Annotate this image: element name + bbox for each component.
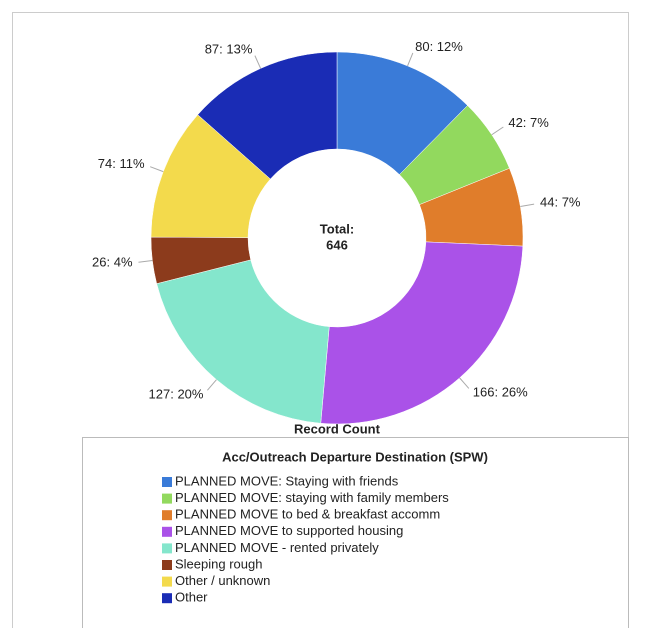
leader-line <box>407 52 414 67</box>
value-axis-label: Record Count <box>294 421 381 436</box>
leader-line <box>491 126 504 136</box>
legend-entry: PLANNED MOVE to supported housing <box>175 523 403 538</box>
center-label: Total: <box>320 221 354 236</box>
slice <box>156 259 330 424</box>
legend-entry: PLANNED MOVE - rented privately <box>175 540 379 555</box>
legend-swatch <box>162 510 172 521</box>
leader-line <box>254 55 262 69</box>
data-label: 26: 4% <box>92 254 133 269</box>
data-label: 74: 11% <box>98 156 145 171</box>
slice <box>320 241 524 425</box>
center-total: 646 <box>326 237 348 252</box>
legend-swatch <box>162 593 172 604</box>
data-label: 166: 26% <box>473 384 528 399</box>
legend-swatch <box>162 493 172 504</box>
data-label: 87: 13% <box>205 42 253 57</box>
legend-entry: Other / unknown <box>175 573 270 588</box>
legend-entry: Sleeping rough <box>175 556 262 571</box>
legend-entry: PLANNED MOVE to bed & breakfast accomm <box>175 507 440 522</box>
legend-entry: Other <box>175 590 208 605</box>
legend-box <box>82 437 629 633</box>
leader-line <box>459 377 470 389</box>
leader-line <box>149 166 164 173</box>
data-label: 42: 7% <box>508 115 549 130</box>
legend-entry: PLANNED MOVE: staying with family member… <box>175 490 449 505</box>
data-label: 127: 20% <box>149 386 204 401</box>
leader-line <box>520 203 535 207</box>
legend-swatch <box>162 576 172 587</box>
legend-swatch <box>162 526 172 537</box>
legend-swatch <box>162 543 172 554</box>
leader-line <box>206 379 217 391</box>
data-label: 80: 12% <box>415 39 463 54</box>
data-label: 44: 7% <box>540 195 581 210</box>
leader-line <box>138 260 153 263</box>
slice <box>197 51 338 180</box>
legend-entry: PLANNED MOVE: Staying with friends <box>175 473 399 488</box>
legend-title: Acc/Outreach Departure Destination (SPW) <box>222 449 488 464</box>
legend-swatch <box>162 477 172 487</box>
legend-swatch <box>162 560 172 570</box>
